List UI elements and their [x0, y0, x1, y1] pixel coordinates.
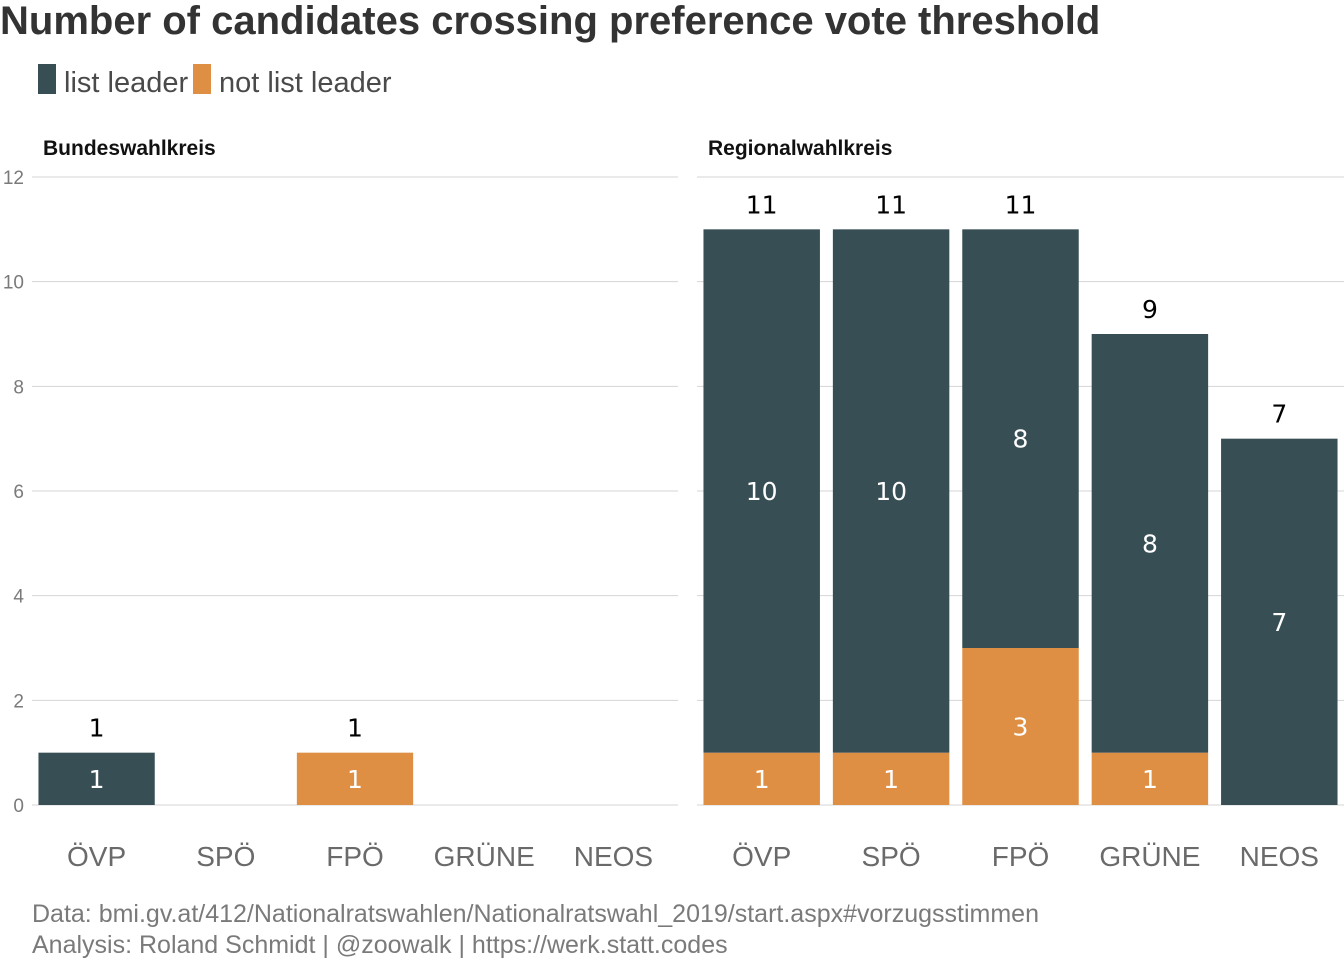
legend-swatch-not-list-leader [193, 64, 211, 94]
bar-total-label: 9 [1142, 295, 1158, 324]
caption-data-source: Data: bmi.gv.at/412/Nationalratswahlen/N… [32, 900, 1039, 928]
y-tick-label: 12 [3, 168, 24, 189]
x-tick-label: NEOS [574, 841, 653, 872]
y-tick-label: 0 [13, 796, 24, 817]
y-tick-label: 2 [13, 691, 24, 712]
y-tick-label: 8 [13, 377, 24, 398]
x-tick-label: FPÖ [992, 841, 1050, 872]
bar-total-label: 11 [1005, 190, 1037, 219]
bar-segment [832, 752, 950, 805]
x-tick-label: GRÜNE [434, 841, 535, 872]
x-tick-label: GRÜNE [1099, 841, 1200, 872]
bar-segment [38, 752, 155, 805]
bar-segment [703, 752, 820, 805]
bar-value-label: 10 [746, 477, 778, 506]
bar-segment [962, 648, 1079, 805]
bar-value-label: 8 [1142, 529, 1158, 558]
legend-label-not-list-leader: not list leader [219, 67, 392, 99]
bar-value-label: 1 [347, 765, 363, 794]
legend-swatch-list-leader [38, 64, 56, 94]
legend: list leader not list leader [38, 64, 392, 99]
bar-value-label: 1 [754, 765, 770, 794]
bar-value-label: 1 [1142, 765, 1158, 794]
panel-regionalwahlkreis: Regionalwahlkreis 1 10 11 ÖVP 1 10 11 SPÖ 3 8 11 FPÖ… [697, 137, 1344, 872]
x-tick-label: ÖVP [732, 841, 791, 872]
bar-segment [296, 752, 414, 805]
bar-value-label: 1 [883, 765, 899, 794]
bar-segment [832, 229, 950, 753]
bar-segment [1091, 752, 1209, 805]
y-tick-label: 6 [13, 482, 24, 503]
bar-segment [1091, 334, 1209, 753]
x-tick-label: SPÖ [196, 841, 255, 872]
legend-label-list-leader: list leader [64, 67, 188, 99]
bar-total-label: 1 [347, 714, 363, 743]
x-tick-label: SPÖ [862, 841, 921, 872]
panel-bundeswahlkreis: Bundeswahlkreis 1 1 ÖVP SPÖ 1 1 FPÖ GRÜNE NEOS [32, 137, 678, 872]
bar-value-label: 8 [1013, 425, 1029, 454]
x-tick-label: NEOS [1240, 841, 1319, 872]
bar-value-label: 7 [1271, 608, 1287, 637]
bar-total-label: 11 [875, 190, 907, 219]
y-tick-label: 4 [13, 587, 24, 608]
bar-value-label: 1 [89, 765, 105, 794]
bar-segment [962, 229, 1079, 649]
bar-total-label: 7 [1271, 400, 1287, 429]
chart-title: Number of candidates crossing preference… [0, 0, 1100, 43]
y-tick-label: 10 [3, 273, 24, 294]
bar-segment [703, 229, 820, 753]
x-tick-label: ÖVP [67, 841, 126, 872]
facet-label: Bundeswahlkreis [43, 137, 216, 160]
caption-analysis: Analysis: Roland Schmidt | @zoowalk | ht… [32, 931, 728, 959]
facet-label: Regionalwahlkreis [708, 137, 892, 160]
bar-value-label: 3 [1013, 713, 1029, 742]
x-tick-label: FPÖ [326, 841, 384, 872]
bar-total-label: 11 [746, 190, 778, 219]
bar-value-label: 10 [875, 477, 907, 506]
bar-total-label: 1 [89, 714, 105, 743]
bar-segment [1221, 438, 1338, 805]
